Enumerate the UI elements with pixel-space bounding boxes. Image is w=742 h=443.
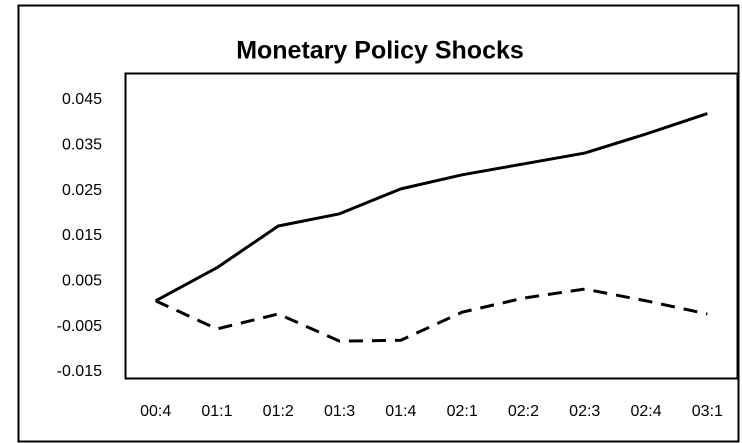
y-tick-label: 0.015 xyxy=(62,227,102,244)
line-series xyxy=(154,112,708,303)
x-tick-label: 01:2 xyxy=(263,403,294,420)
y-tick-label: -0.015 xyxy=(57,363,102,380)
x-tick-label: 00:4 xyxy=(140,403,171,420)
y-tick-label: 0.045 xyxy=(62,91,102,108)
x-tick-label: 01:1 xyxy=(201,403,232,420)
x-tick-label: 02:3 xyxy=(569,403,600,420)
y-tick-label: 0.025 xyxy=(62,182,102,199)
x-tick-label: 01:4 xyxy=(385,403,416,420)
plot-frame xyxy=(124,72,739,380)
y-tick-label: 0.005 xyxy=(62,273,102,290)
y-tick-label: 0.035 xyxy=(62,137,102,154)
y-tick-label: -0.005 xyxy=(57,318,102,335)
x-tick-label: 02:2 xyxy=(508,403,539,420)
x-tick-label: 02:4 xyxy=(630,403,661,420)
line-series xyxy=(155,287,708,343)
x-tick-label: 02:1 xyxy=(447,403,478,420)
x-tick-label: 03:1 xyxy=(692,403,723,420)
chart-title: Monetary Policy Shocks xyxy=(236,37,524,65)
x-tick-label: 01:3 xyxy=(324,403,355,420)
chart-border xyxy=(17,4,740,443)
